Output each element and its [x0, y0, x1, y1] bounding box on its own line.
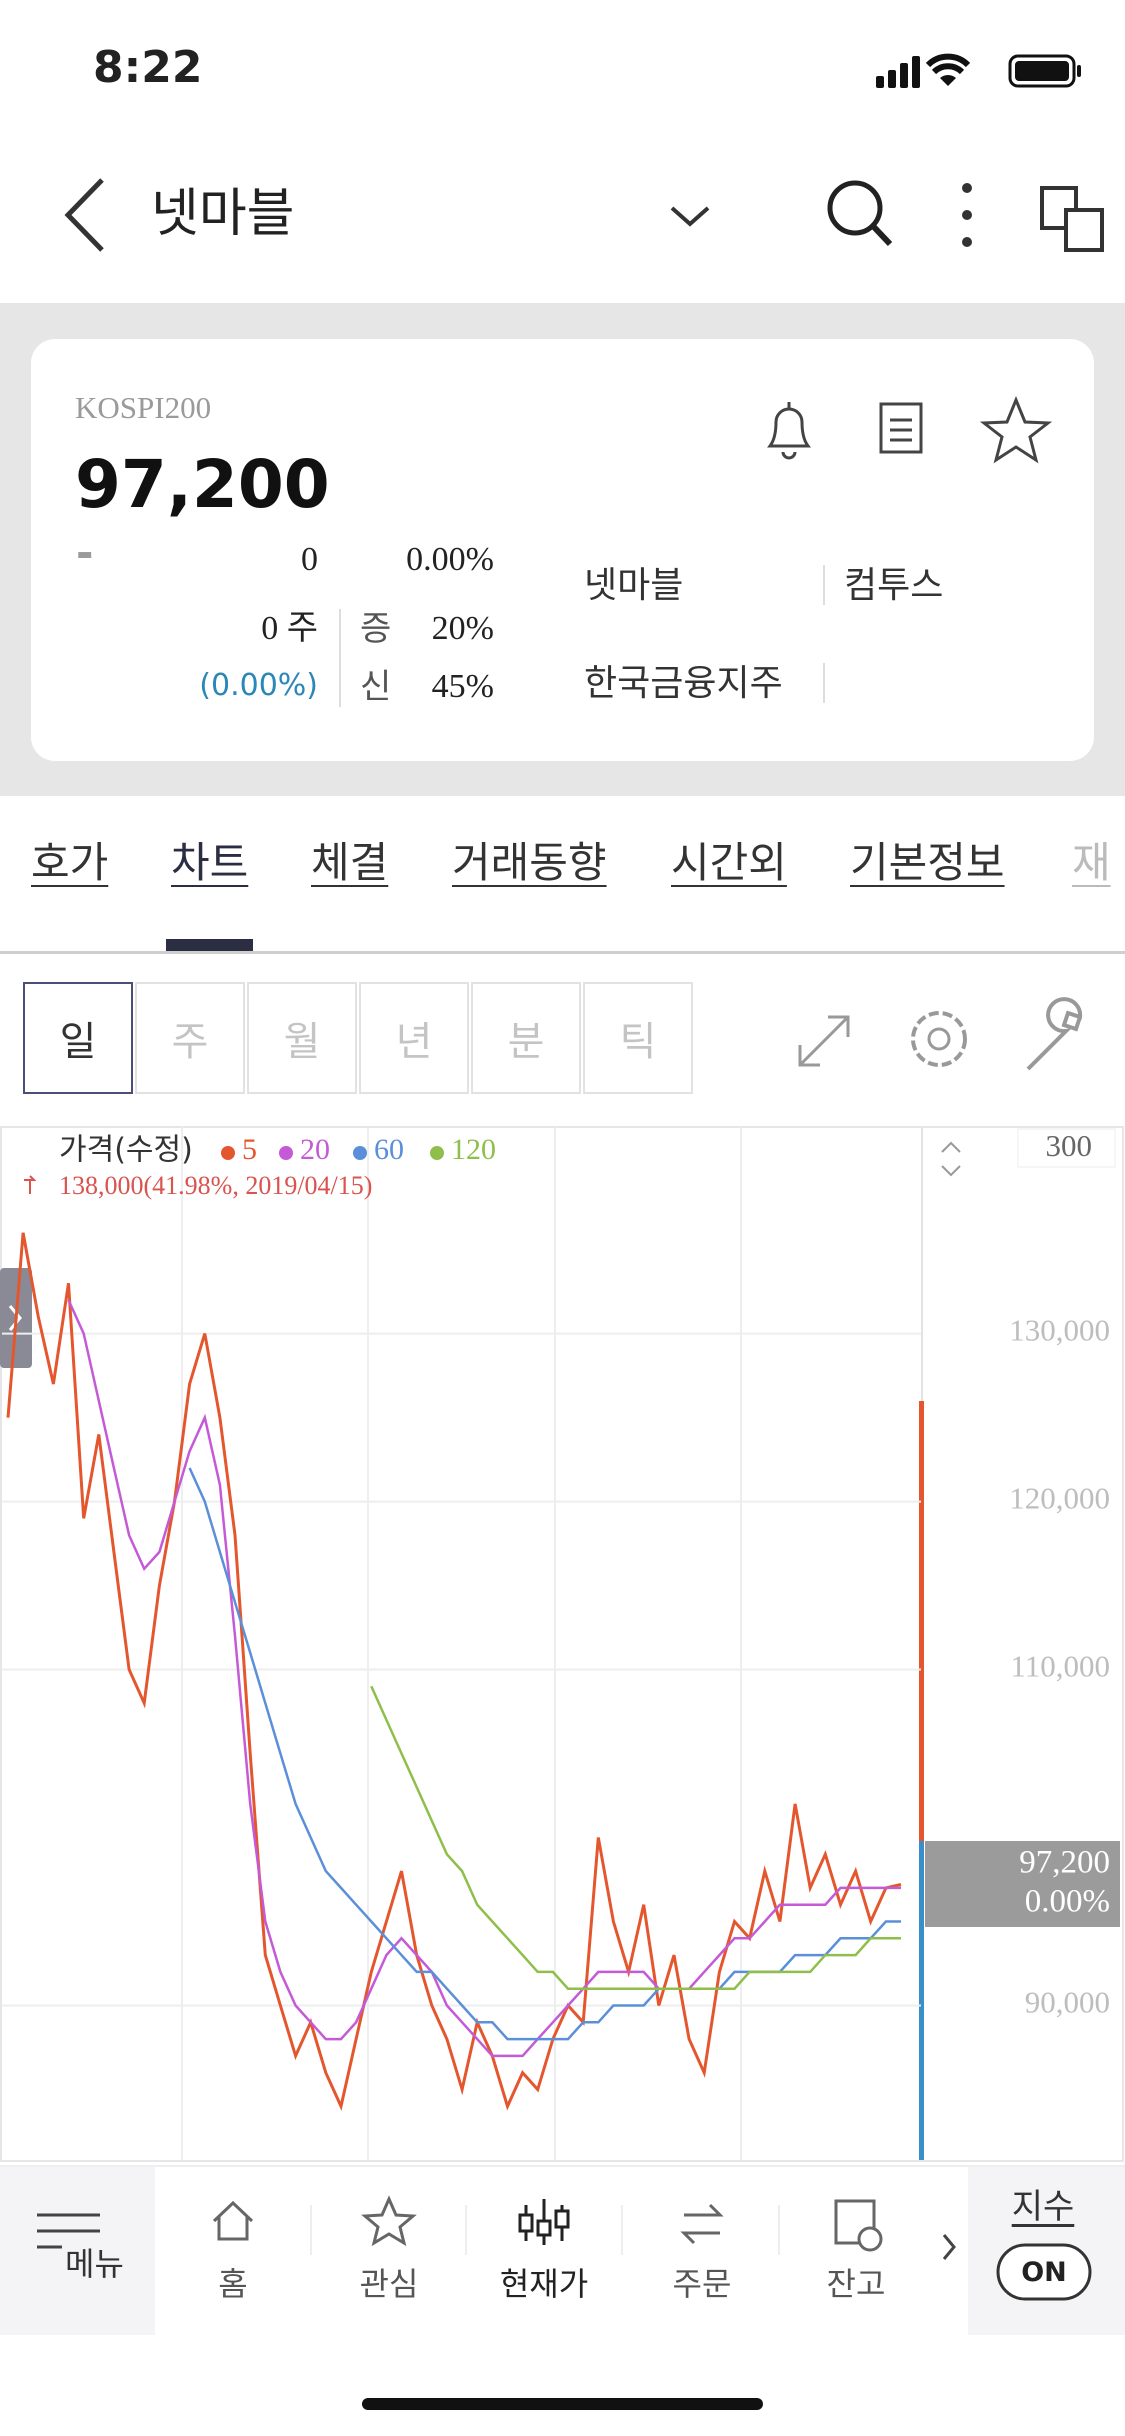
volume: 0 주 — [261, 610, 318, 647]
market: KOSPI200 — [75, 390, 212, 425]
period-button[interactable]: 분 — [471, 982, 581, 1094]
legend-label: 120 — [451, 1133, 496, 1166]
tab[interactable]: 거래동향 — [452, 838, 607, 887]
quote-card — [31, 339, 1094, 761]
period-button[interactable]: 월 — [247, 982, 357, 1094]
credit-label: 신 — [360, 667, 392, 707]
more-button[interactable] — [962, 183, 972, 247]
current-bar-up — [919, 1401, 924, 1841]
period-button[interactable]: 일 — [23, 982, 133, 1094]
last-price: 97,200 — [1019, 1845, 1110, 1881]
last-price-box — [925, 1841, 1120, 1927]
nav-more[interactable] — [942, 2234, 956, 2260]
side-panel-arrow — [8, 1305, 22, 1331]
bottom-nav — [0, 2165, 1125, 2337]
dropdown[interactable] — [670, 206, 710, 227]
divider — [823, 663, 825, 703]
favorite-button[interactable] — [979, 396, 1053, 464]
chart-tools — [798, 997, 1083, 1071]
expand-button[interactable] — [798, 1015, 850, 1067]
legend-dot — [279, 1146, 293, 1160]
legend-dot — [221, 1146, 235, 1160]
back-button[interactable] — [64, 178, 104, 252]
legend-label: 5 — [242, 1133, 257, 1166]
settings-button[interactable] — [911, 1011, 967, 1067]
legend-dot — [353, 1146, 367, 1160]
divider — [823, 565, 825, 605]
volume-rate: (0.00%) — [199, 668, 318, 703]
related-stock[interactable]: 넷마블 — [584, 565, 684, 606]
nav-icons — [37, 2195, 1092, 2301]
annotation: 138,000(41.98%, 2019/04/15) — [59, 1171, 372, 1200]
nav-item[interactable]: 관심 — [359, 2265, 419, 2303]
margin-label: 증 — [360, 609, 392, 649]
scale-toggle[interactable] — [941, 1141, 961, 1177]
credit: 45% — [431, 668, 494, 705]
change: 0 — [301, 541, 318, 578]
tab-indicator — [166, 939, 253, 951]
current-bar-down — [919, 1841, 924, 2160]
tool-button[interactable] — [1026, 997, 1083, 1071]
y-tick-label: 130,000 — [1009, 1313, 1110, 1348]
nav-item[interactable]: 주문 — [672, 2265, 732, 2303]
tab[interactable]: 차트 — [171, 838, 249, 887]
quote-icons — [767, 396, 1053, 464]
series-line — [67, 1299, 901, 2058]
legend-label: 20 — [300, 1133, 330, 1166]
nav-menu[interactable]: 메뉴 — [65, 2245, 124, 2283]
nav-item[interactable]: 현재가 — [499, 2265, 589, 2303]
memo-button[interactable] — [879, 402, 923, 454]
nav-item[interactable]: 잔고 — [826, 2265, 886, 2303]
tab[interactable]: 호가 — [31, 838, 109, 887]
divider — [339, 609, 341, 707]
series-line — [6, 1232, 902, 2112]
home-indicator — [362, 2398, 763, 2410]
series-line — [188, 1467, 901, 2041]
tab[interactable]: 재 — [1072, 838, 1111, 887]
volume-scale: 300 — [1046, 1128, 1093, 1163]
change-rate: 0.00% — [406, 541, 494, 578]
search-button[interactable] — [827, 180, 893, 247]
period-button[interactable]: 년 — [359, 982, 469, 1094]
nav-item[interactable]: 홈 — [218, 2265, 248, 2303]
legend-dot — [430, 1146, 444, 1160]
related-stock[interactable]: 컴투스 — [844, 565, 944, 606]
tab[interactable]: 기본정보 — [850, 838, 1005, 887]
chart-frame — [0, 1126, 1124, 2162]
period-button[interactable]: 주 — [135, 982, 245, 1094]
related-stock[interactable]: 한국금융지주 — [584, 663, 783, 704]
header-icons — [64, 178, 1104, 252]
index-label[interactable]: 지수 — [1011, 2187, 1075, 2227]
price-chart: 90,000 110,000 120,000 130,000 가격(수정) 5 20 60 12… — [0, 1126, 1124, 2162]
header-title: 넷마블 — [151, 184, 295, 244]
index-toggle[interactable]: ON — [1021, 2257, 1067, 2288]
status-time: 8:22 — [93, 42, 203, 93]
price: 97,200 — [75, 446, 330, 523]
tab[interactable]: 체결 — [311, 838, 389, 887]
y-tick-label: 90,000 — [1025, 1985, 1110, 2020]
margin: 20% — [431, 610, 494, 647]
y-tick-label: 120,000 — [1009, 1481, 1110, 1516]
legend-title: 가격(수정) — [59, 1133, 193, 1168]
legend-label: 60 — [374, 1133, 404, 1166]
change-sign: - — [76, 528, 94, 577]
volume-scale-box — [1017, 1128, 1116, 1168]
annotation-marker — [24, 1175, 37, 1194]
separator — [0, 951, 1125, 954]
period-button[interactable]: 틱 — [583, 982, 693, 1094]
window-button[interactable] — [1040, 186, 1104, 252]
status-icons — [876, 53, 1081, 88]
series-line — [370, 1685, 901, 1990]
tab[interactable]: 시간외 — [671, 838, 787, 887]
alarm-button[interactable] — [767, 402, 811, 460]
y-tick-label: 110,000 — [1010, 1649, 1110, 1684]
last-change: 0.00% — [1025, 1884, 1110, 1920]
menu-panel[interactable] — [0, 2167, 155, 2335]
